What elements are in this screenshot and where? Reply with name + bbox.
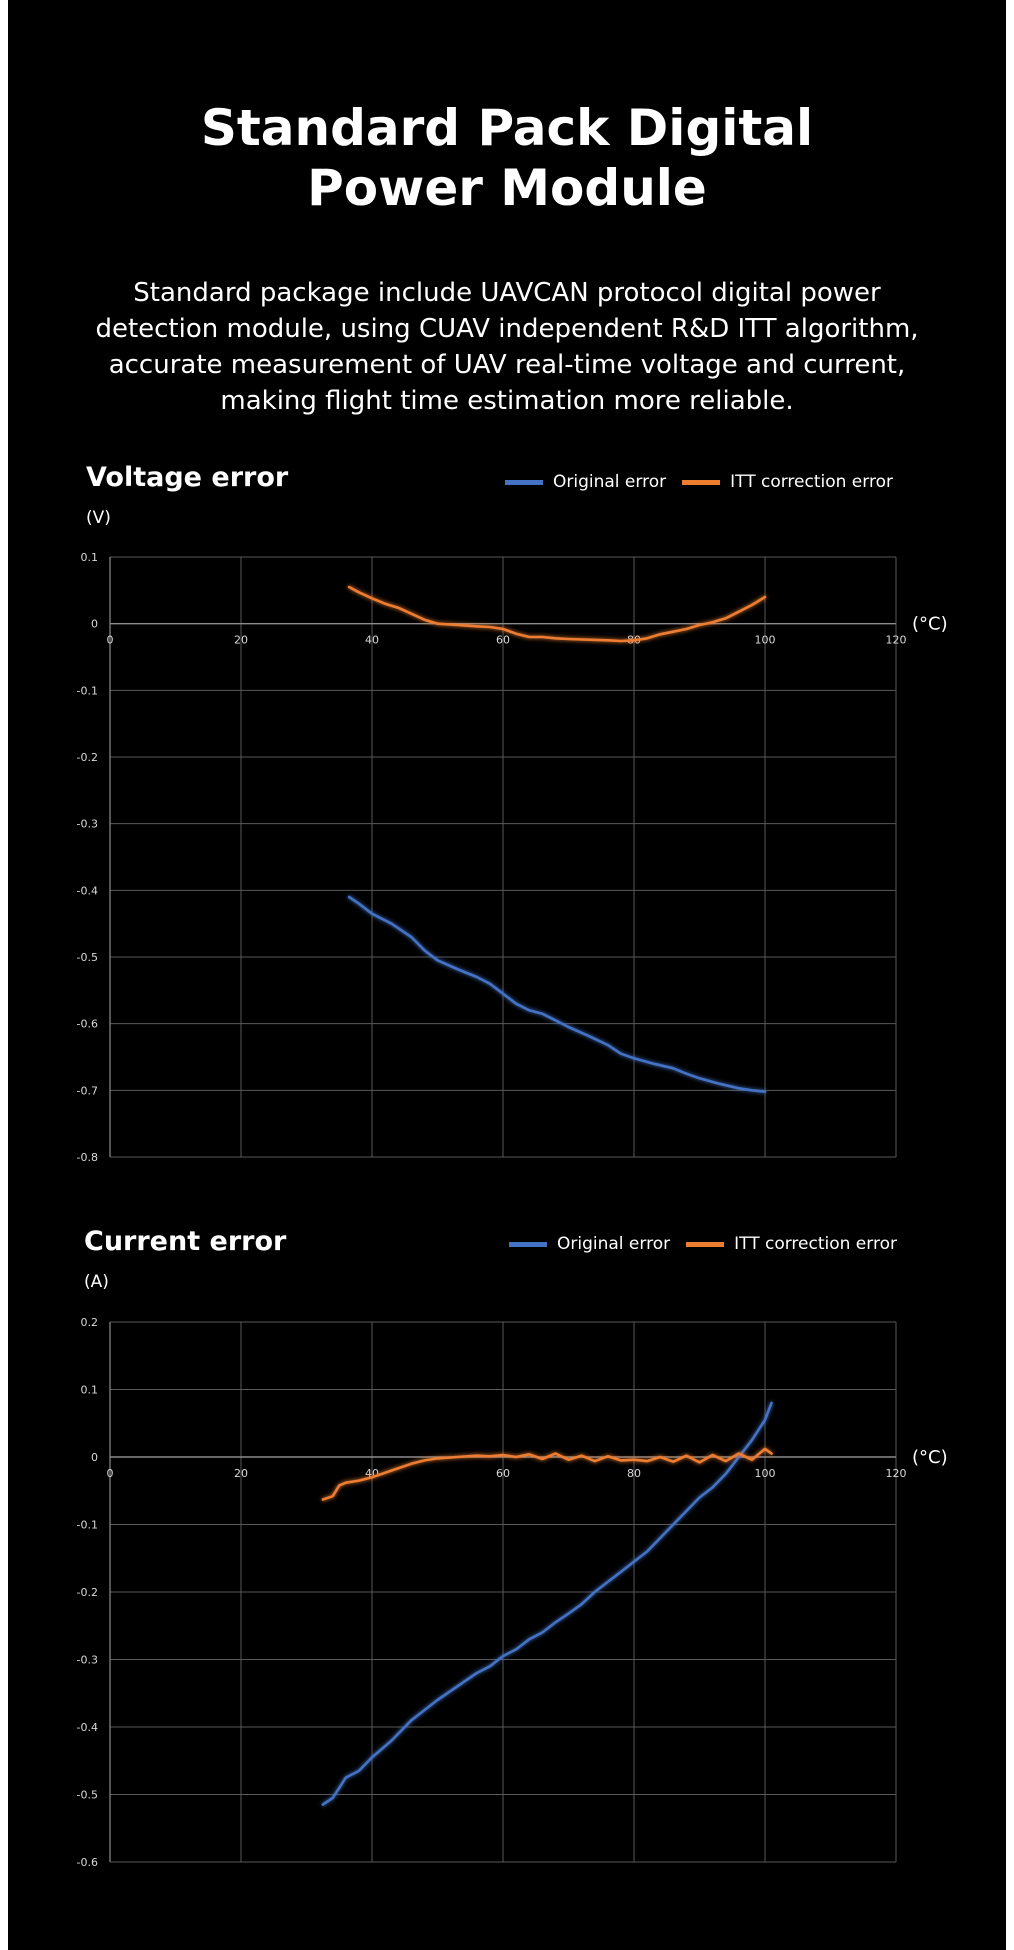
y-tick-label: -0.6 bbox=[77, 1018, 98, 1031]
x-tick-label: 100 bbox=[755, 1467, 776, 1480]
y-tick-label: -0.6 bbox=[77, 1856, 98, 1869]
series-line-itt-correction-error bbox=[347, 585, 767, 643]
series-line-itt-correction-error bbox=[321, 1447, 773, 1501]
description: Standard package include UAVCAN protocol… bbox=[95, 278, 919, 416]
title-line-2: Power Module bbox=[307, 159, 707, 217]
legend-label-itt: ITT correction error bbox=[734, 1234, 897, 1254]
x-tick-label: 120 bbox=[886, 1467, 907, 1480]
x-tick-label: 20 bbox=[234, 1467, 248, 1480]
series-line-original-error bbox=[321, 1401, 773, 1806]
x-tick-label: 0 bbox=[107, 634, 114, 647]
voltage-legend: Original error ITT correction error bbox=[505, 472, 893, 492]
voltage-unit-label: (V) bbox=[86, 508, 111, 528]
y-tick-label: -0.4 bbox=[77, 884, 98, 897]
page-title: Standard Pack Digital Power Module bbox=[8, 98, 1006, 218]
legend-label-itt: ITT correction error bbox=[730, 472, 893, 492]
series-line-original-error bbox=[347, 895, 767, 1093]
y-tick-label: -0.5 bbox=[77, 1789, 98, 1802]
legend-item-original: Original error bbox=[509, 1234, 670, 1254]
x-tick-label: 100 bbox=[755, 634, 776, 647]
page: Standard Pack Digital Power Module Stand… bbox=[8, 0, 1006, 1950]
legend-label-original: Original error bbox=[557, 1234, 671, 1254]
legend-swatch-itt bbox=[686, 1241, 725, 1247]
x-tick-label: 60 bbox=[496, 1467, 510, 1480]
y-tick-label: 0.1 bbox=[81, 551, 99, 564]
x-tick-label: 0 bbox=[107, 1467, 114, 1480]
y-tick-label: 0 bbox=[91, 1451, 98, 1464]
legend-swatch-itt bbox=[682, 479, 721, 485]
legend-item-itt: ITT correction error bbox=[686, 1234, 897, 1254]
x-tick-label: 120 bbox=[886, 634, 907, 647]
y-tick-label: -0.4 bbox=[77, 1721, 98, 1734]
y-tick-label: 0 bbox=[91, 618, 98, 631]
y-tick-label: -0.2 bbox=[77, 751, 98, 764]
x-tick-label: 80 bbox=[627, 1467, 641, 1480]
y-tick-label: -0.3 bbox=[77, 1654, 98, 1667]
current-error-chart: 0.20.10-0.1-0.2-0.3-0.4-0.5-0.60 20 40 60 80… bbox=[77, 1316, 948, 1869]
voltage-error-chart: 0.1 0 -0.1 -0.2 -0.3 -0.4 -0.5 -0.6 -0.7 -0.8 0 20 4… bbox=[77, 551, 948, 1164]
y-tick-label: -0.7 bbox=[77, 1084, 98, 1097]
x-tick-label: 60 bbox=[496, 634, 510, 647]
title-line-1: Standard Pack Digital bbox=[200, 99, 814, 157]
y-tick-label: -0.2 bbox=[77, 1586, 98, 1599]
legend-swatch-original bbox=[505, 479, 543, 485]
y-tick-label: -0.3 bbox=[77, 818, 98, 831]
legend-swatch-original bbox=[509, 1241, 547, 1247]
current-legend: Original error ITT correction error bbox=[509, 1234, 897, 1254]
legend-item-original: Original error bbox=[505, 472, 666, 492]
x-unit-label: (°C) bbox=[912, 1447, 948, 1468]
y-tick-label: 0.2 bbox=[81, 1316, 99, 1329]
y-tick-label: -0.8 bbox=[77, 1151, 98, 1164]
x-tick-label: 40 bbox=[365, 634, 379, 647]
x-unit-label: (°C) bbox=[912, 614, 948, 635]
y-tick-label: -0.5 bbox=[77, 951, 98, 964]
voltage-chart-title: Voltage error bbox=[86, 462, 289, 493]
legend-item-itt: ITT correction error bbox=[682, 472, 893, 492]
legend-label-original: Original error bbox=[553, 472, 667, 492]
y-tick-label: -0.1 bbox=[77, 1519, 98, 1532]
current-unit-label: (A) bbox=[84, 1272, 109, 1292]
current-chart-title: Current error bbox=[84, 1226, 287, 1257]
x-tick-label: 20 bbox=[234, 634, 248, 647]
y-tick-label: 0.1 bbox=[81, 1384, 99, 1397]
y-tick-label: -0.1 bbox=[77, 684, 98, 697]
